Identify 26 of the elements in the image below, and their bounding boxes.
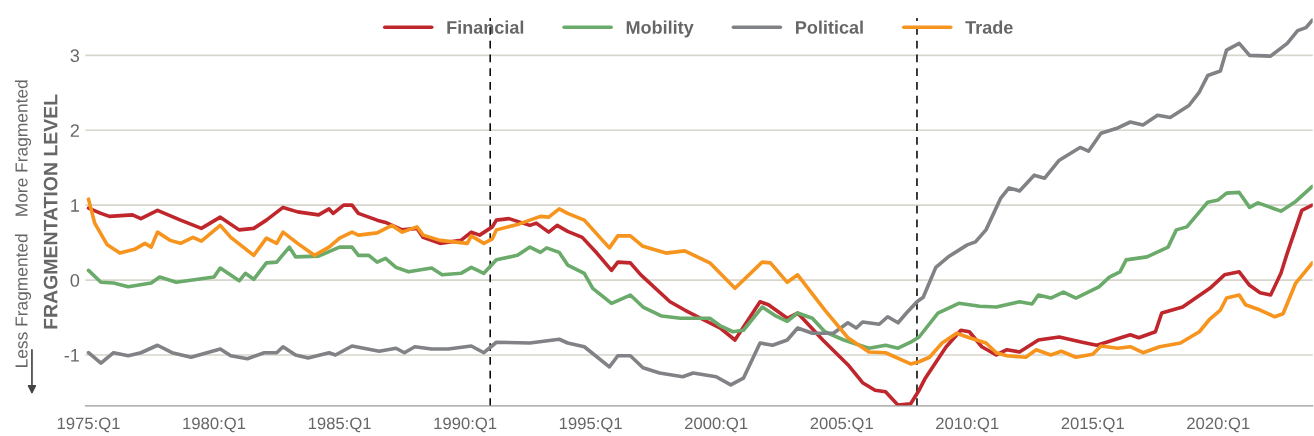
x-tick-label: 2010:Q1 (936, 417, 999, 433)
y-tick-label: 0 (70, 274, 80, 287)
legend-label: Political (796, 20, 863, 34)
x-tick-label: 1975:Q1 (57, 417, 120, 433)
y-tick-label: 3 (70, 49, 80, 63)
y-axis-title: FRAGMENTATION LEVEL (43, 94, 58, 329)
line-series (86, 203, 1313, 406)
x-tick-label: 1985:Q1 (308, 417, 371, 433)
x-tick-label: 2005:Q1 (810, 417, 873, 433)
line-series (86, 197, 1313, 366)
y-tick-label: 1 (71, 199, 79, 212)
x-tick-label: 1995:Q1 (559, 417, 622, 433)
y-tick-label: -1 (64, 349, 79, 362)
x-tick-label: 2015:Q1 (1061, 417, 1124, 433)
text: More Fragmented (14, 80, 32, 216)
x-tick-label: 1980:Q1 (183, 417, 246, 433)
x-tick-label: 2000:Q1 (685, 417, 748, 433)
line-series (86, 18, 1313, 387)
text: Less Fragmented (14, 234, 32, 367)
x-tick-label: 2020:Q1 (1187, 417, 1250, 433)
legend-label: Trade (965, 20, 1013, 34)
x-tick-label: 1990:Q1 (434, 417, 497, 433)
y-tick-label: 2 (70, 124, 79, 137)
legend-label: Financial (447, 20, 524, 34)
line-series (86, 184, 1313, 351)
legend-label: Mobility (626, 20, 694, 38)
